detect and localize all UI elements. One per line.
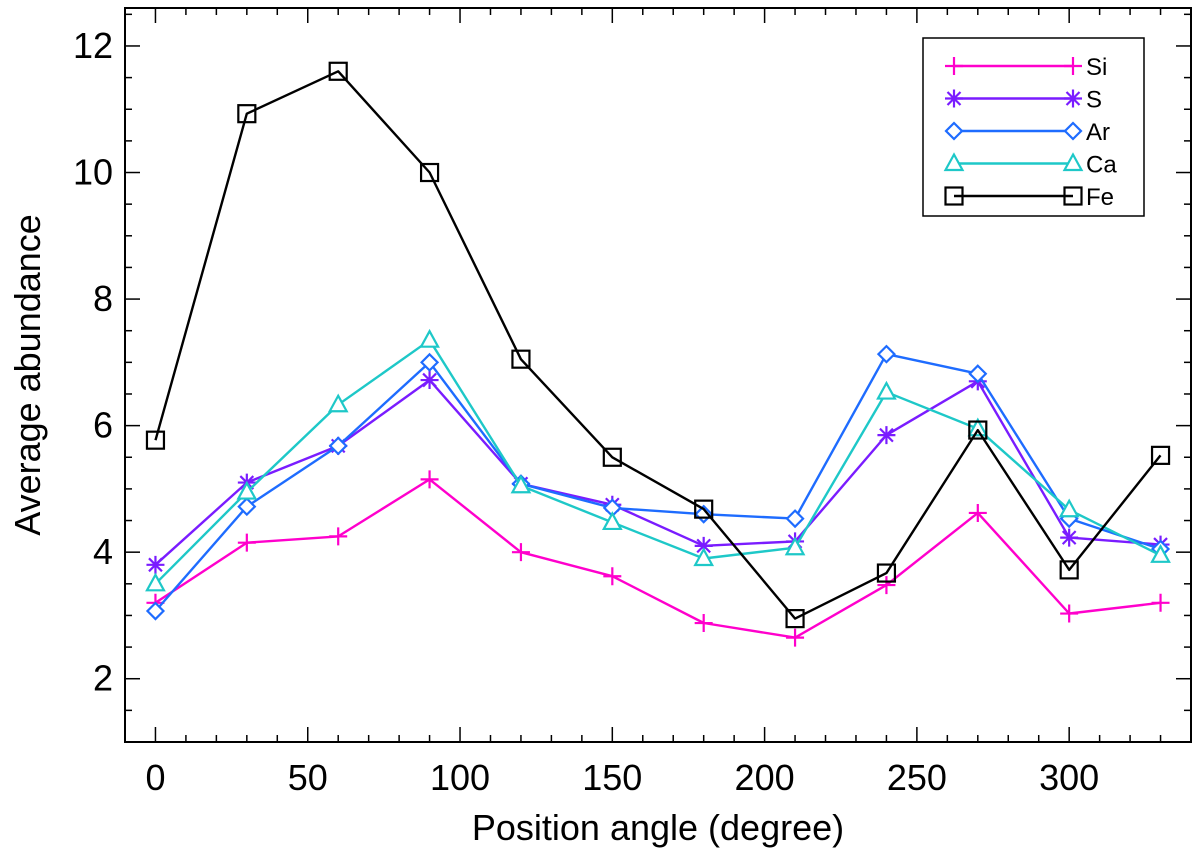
data-point-si (1151, 593, 1170, 612)
data-point-ca (1150, 544, 1171, 563)
data-point-ar (420, 352, 440, 372)
data-point-si (1060, 604, 1079, 623)
data-point-fe (419, 162, 440, 183)
data-point-ca (693, 547, 715, 567)
data-point-fe (1150, 445, 1171, 465)
data-point-ca (419, 328, 440, 348)
data-point-s (694, 536, 713, 555)
data-point-si (329, 527, 348, 546)
data-point-ar (145, 601, 166, 621)
series-line-si (154, 478, 1161, 639)
data-point-si (694, 614, 713, 633)
data-point-ar (876, 344, 896, 364)
legend-entry-si: Si (945, 54, 1107, 81)
data-point-s (1060, 528, 1079, 547)
x-tick-label: 200 (735, 757, 795, 798)
y-tick-label: 10 (73, 152, 113, 193)
data-point-ca (601, 511, 623, 531)
data-point-si (968, 503, 987, 522)
legend: Si S Ar Ca Fe (922, 37, 1145, 217)
legend-marker (943, 152, 965, 172)
data-point-ca (1058, 498, 1080, 518)
y-tick-labels: 2 4 6 8 10 12 (73, 25, 113, 699)
data-point-ca (327, 393, 349, 413)
data-point-si (603, 567, 622, 586)
legend-label: S (1086, 87, 1102, 114)
legend-marker (1063, 121, 1083, 141)
x-axis-title: Position angle (degree) (472, 807, 844, 848)
series-line-ar (154, 352, 1161, 612)
data-point-si (786, 628, 805, 647)
series-line-fe (154, 70, 1162, 620)
legend-label: Ar (1086, 119, 1110, 146)
data-point-fe (1059, 560, 1079, 580)
data-point-s (420, 371, 439, 390)
data-point-si (877, 576, 896, 595)
series-line-s (154, 378, 1161, 566)
legend-entries: Si S Ar Ca Fe (943, 54, 1117, 211)
legend-label: Ca (1086, 152, 1117, 179)
x-tick-label: 300 (1039, 757, 1099, 798)
data-point-si (237, 533, 256, 552)
y-tick-label: 8 (93, 278, 113, 319)
data-point-si (511, 543, 530, 562)
legend-marker (945, 89, 963, 108)
series-fe (145, 61, 1171, 629)
data-point-fe (694, 499, 714, 519)
data-point-fe (237, 104, 257, 124)
series-ca (145, 328, 1171, 592)
y-tick-label: 12 (73, 25, 113, 66)
y-tick-label: 4 (93, 531, 113, 572)
x-tick-label: 150 (582, 757, 642, 798)
legend-label: Fe (1086, 184, 1114, 211)
data-point-ca (236, 480, 258, 500)
legend-label: Si (1086, 54, 1107, 81)
data-point-ca (784, 536, 806, 556)
legend-entry-s: S (945, 87, 1102, 114)
x-tick-label: 0 (145, 757, 165, 798)
series-si (146, 470, 1170, 647)
legend-box (922, 37, 1145, 217)
data-point-fe (145, 430, 166, 450)
data-point-fe (785, 609, 805, 629)
data-point-fe (511, 349, 531, 369)
legend-marker (944, 186, 964, 206)
data-point-si (420, 470, 439, 489)
y-axis-title: Average abundance (7, 214, 48, 536)
plot-frame (124, 7, 1192, 743)
series-line-ca (154, 339, 1162, 585)
data-point-fe (876, 563, 897, 583)
y-tick-label: 6 (93, 405, 113, 446)
data-point-ca (510, 474, 532, 494)
legend-marker (1062, 152, 1084, 172)
data-point-s (146, 555, 165, 574)
data-point-fe (602, 447, 622, 467)
legend-marker (1064, 89, 1082, 108)
legend-marker (1064, 57, 1082, 75)
data-point-ca (876, 380, 897, 400)
data-point-fe (328, 61, 348, 81)
legend-marker (1063, 186, 1083, 206)
x-tick-labels: 0 50 100 150 200 250 300 (145, 757, 1099, 798)
data-point-ar (785, 509, 805, 529)
data-point-fe (968, 420, 988, 440)
series-lines (145, 61, 1171, 647)
data-point-ar (968, 364, 988, 384)
data-point-ca (967, 417, 989, 437)
axis-ticks (124, 8, 1192, 743)
data-point-ar (237, 497, 257, 517)
legend-entry-fe: Fe (944, 184, 1114, 211)
x-tick-label: 50 (288, 757, 328, 798)
legend-marker (944, 121, 964, 141)
data-point-ar (328, 436, 348, 456)
data-point-s (877, 426, 896, 445)
data-point-ca (145, 572, 166, 592)
y-tick-label: 2 (93, 658, 113, 699)
legend-entry-ca: Ca (943, 152, 1117, 179)
x-tick-label: 250 (887, 757, 947, 798)
x-tick-label: 100 (430, 757, 490, 798)
legend-marker (945, 57, 963, 75)
legend-entry-ar: Ar (944, 119, 1110, 146)
